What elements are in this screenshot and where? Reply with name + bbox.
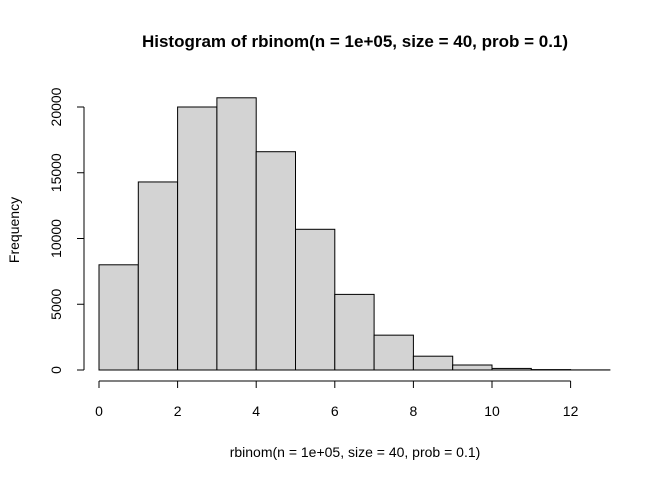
x-tick-label-4: 8 — [410, 403, 418, 419]
x-tick-label-5: 10 — [484, 403, 500, 419]
bars-group — [98, 97, 611, 371]
histogram-bar-2 — [177, 106, 218, 371]
x-tick-label-6: 12 — [563, 403, 579, 419]
x-axis: 0 2 4 6 8 10 12 — [95, 380, 579, 419]
x-tick-label-2: 4 — [252, 403, 260, 419]
histogram-bar-3 — [216, 97, 257, 371]
y-tick-label-3: 15000 — [48, 153, 64, 192]
histogram-bar-6 — [334, 293, 375, 371]
y-tick-label-2: 10000 — [48, 219, 64, 258]
y-tick-label-0: 0 — [48, 366, 64, 374]
x-tick-label-1: 2 — [174, 403, 182, 419]
histogram-bar-4 — [255, 151, 297, 371]
y-tick-label-4: 20000 — [48, 87, 64, 126]
x-tick-label-3: 6 — [331, 403, 339, 419]
histogram-bar-7 — [373, 334, 414, 371]
x-axis-label: rbinom(n = 1e+05, size = 40, prob = 0.1) — [230, 444, 481, 460]
histogram-bar-0 — [98, 264, 139, 371]
histogram-bar-1 — [137, 181, 179, 371]
y-axis: 0 5000 10000 15000 20000 — [48, 87, 85, 374]
x-tick-label-0: 0 — [95, 403, 103, 419]
histogram-bar-9 — [452, 364, 493, 371]
chart-title: Histogram of rbinom(n = 1e+05, size = 40… — [142, 32, 568, 51]
histogram-bar-5 — [295, 228, 336, 371]
histogram-bar-8 — [412, 355, 454, 371]
y-tick-label-1: 5000 — [48, 288, 64, 319]
histogram-bar-10 — [491, 367, 532, 371]
y-axis-label: Frequency — [6, 197, 22, 263]
